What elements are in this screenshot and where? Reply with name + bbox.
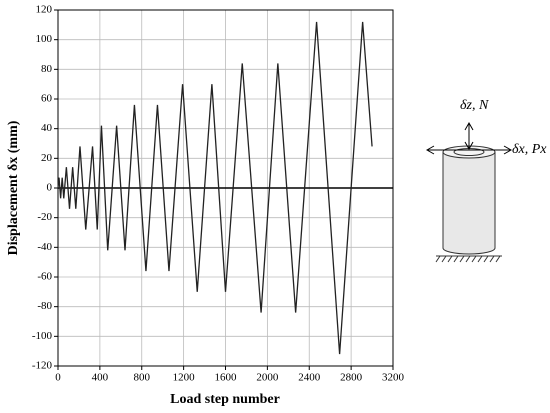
y-tick-label: -40 bbox=[37, 241, 52, 253]
x-tick-label: 1200 bbox=[173, 372, 196, 384]
y-tick-label: 20 bbox=[41, 152, 53, 164]
annotation: δz, N bbox=[460, 98, 489, 113]
x-tick-label: 2000 bbox=[256, 372, 279, 384]
y-tick-label: -60 bbox=[37, 271, 52, 283]
x-tick-label: 2400 bbox=[298, 372, 321, 384]
y-tick-label: -80 bbox=[37, 300, 52, 312]
x-tick-label: 400 bbox=[92, 372, 109, 384]
annotation: δx, Px bbox=[512, 142, 547, 157]
x-axis-label: Load step number bbox=[170, 392, 280, 407]
specimen-diagram bbox=[425, 121, 513, 263]
y-tick-label: -100 bbox=[32, 330, 53, 342]
y-tick-label: 80 bbox=[41, 63, 53, 75]
x-tick-label: 3200 bbox=[382, 372, 405, 384]
y-tick-label: -120 bbox=[32, 360, 53, 372]
y-tick-label: 100 bbox=[36, 33, 53, 45]
y-axis-label: Displacement δx (mm) bbox=[6, 120, 21, 255]
y-tick-label: 0 bbox=[47, 182, 53, 194]
y-tick-label: 120 bbox=[36, 4, 53, 16]
x-tick-label: 800 bbox=[134, 372, 151, 384]
data-line bbox=[57, 21, 373, 355]
x-tick-label: 2800 bbox=[340, 372, 363, 384]
y-tick-label: -20 bbox=[37, 211, 52, 223]
y-tick-label: 60 bbox=[41, 93, 53, 105]
x-tick-label: 1600 bbox=[215, 372, 238, 384]
x-tick-label: 0 bbox=[55, 372, 61, 384]
y-tick-label: 40 bbox=[41, 122, 53, 134]
